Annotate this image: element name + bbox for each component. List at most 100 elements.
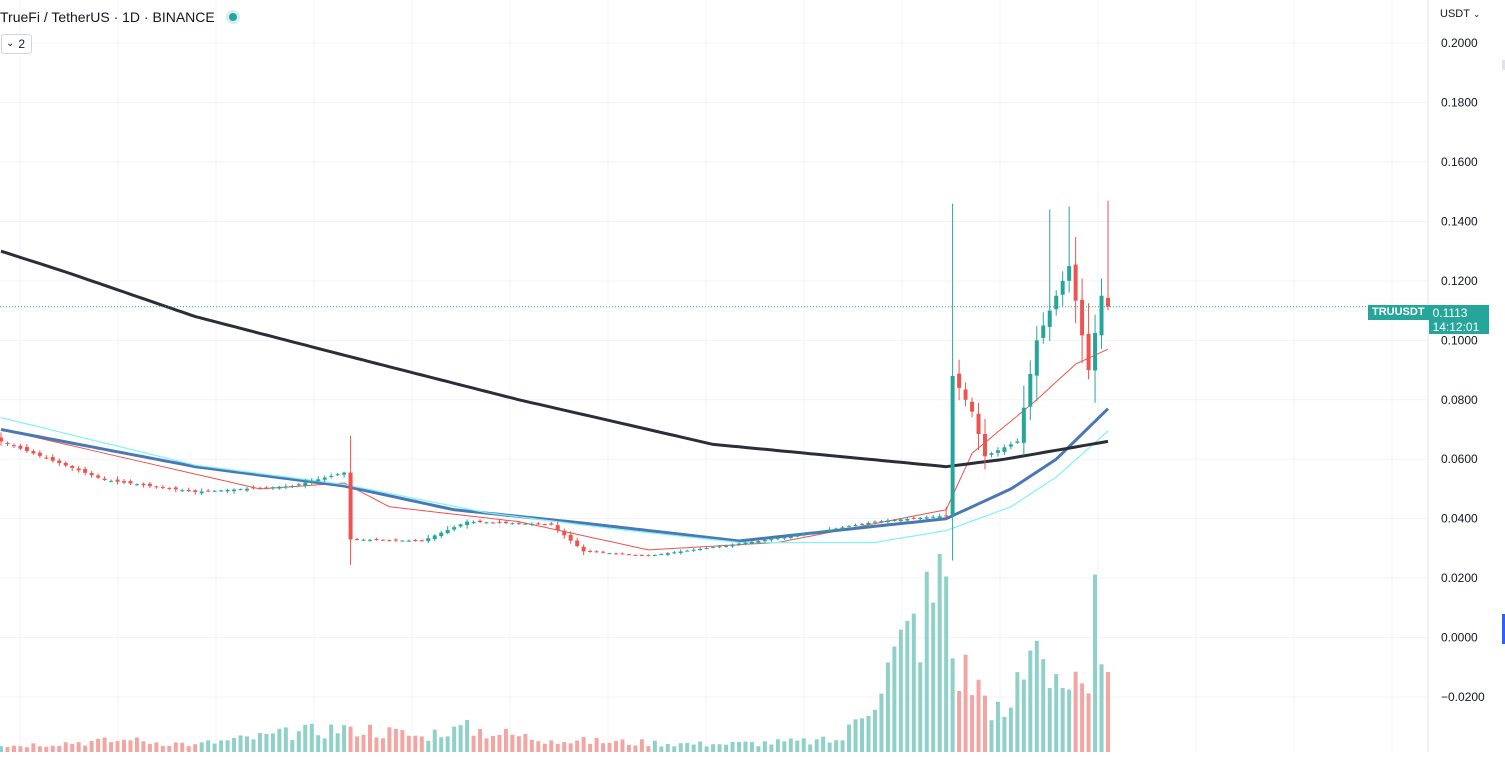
candle-body-166	[1073, 264, 1078, 301]
candle-body-82	[529, 523, 534, 525]
candle-body-124	[801, 534, 806, 536]
candle-body-1	[5, 443, 10, 445]
volume-bar-119	[769, 744, 774, 752]
candle-body-28	[180, 490, 185, 492]
volume-bar-124	[801, 738, 806, 752]
symbol-title[interactable]: TrueFi / TetherUS · 1D · BINANCE	[0, 9, 215, 25]
volume-bar-111	[717, 744, 722, 752]
volume-bar-26	[167, 745, 172, 752]
candle-body-86	[555, 525, 560, 530]
volume-bar-121	[782, 741, 787, 752]
volume-bar-12	[76, 742, 81, 752]
volume-bar-140	[905, 620, 910, 752]
candle-body-13	[83, 469, 88, 473]
volume-bar-166	[1073, 671, 1078, 752]
volume-bar-105	[678, 743, 683, 752]
candle-body-115	[743, 542, 748, 545]
candle-body-158	[1021, 407, 1026, 443]
volume-bar-54	[348, 726, 353, 752]
candle-body-33	[212, 490, 217, 492]
candle-body-123	[795, 535, 800, 537]
volume-bar-72	[465, 719, 470, 752]
candle-body-142	[918, 517, 923, 520]
volume-bar-55	[355, 736, 360, 752]
price-axis[interactable]: 0.2000 0.1800 0.1600 0.1400 0.1200 0.1000 0.08…	[1441, 36, 1485, 704]
volume-bar-58	[374, 737, 379, 752]
candle-body-169	[1093, 332, 1098, 371]
pane-separator-handle[interactable]	[1502, 614, 1505, 644]
candle-body-19	[122, 481, 126, 483]
candle-body-81	[523, 523, 528, 525]
candle-body-87	[562, 530, 567, 536]
volume-bar-84	[542, 743, 547, 752]
volume-bar-162	[1047, 688, 1052, 752]
candle-body-85	[549, 523, 554, 525]
candle-body-101	[652, 554, 657, 556]
price-tick-label: 0.0800	[1441, 393, 1478, 407]
candle-body-129	[834, 528, 839, 530]
volume-bar-37	[238, 735, 243, 752]
volume-bar-34	[219, 740, 224, 752]
volume-bar-42	[270, 733, 275, 752]
candle-body-143	[924, 517, 929, 519]
candle-body-14	[89, 472, 94, 476]
volume-bar-4	[24, 747, 29, 752]
volume-bar-131	[847, 724, 852, 752]
candle-body-108	[698, 548, 703, 551]
ma-line-0	[0, 348, 1109, 551]
candle-body-103	[665, 553, 670, 555]
candle-body-104	[672, 552, 677, 554]
volume-bar-156	[1008, 707, 1013, 752]
candle-body-120	[775, 538, 780, 540]
candle-body-37	[238, 489, 243, 491]
currency-selector[interactable]: USDT ⌄	[1440, 8, 1480, 20]
volume-bar-132	[853, 719, 858, 752]
ma-line-3	[0, 249, 1109, 469]
candle-body-3	[18, 445, 23, 449]
volume-bar-104	[672, 746, 677, 752]
volume-bar-33	[212, 743, 217, 752]
indicators-toggle-button[interactable]: ⌄ 2	[1, 34, 33, 54]
volume-bar-21	[134, 737, 139, 752]
candle-body-90	[581, 546, 586, 552]
volume-bar-150	[970, 695, 975, 752]
candle-body-17	[109, 480, 114, 482]
volume-bar-25	[160, 746, 165, 752]
symbol-header[interactable]: TrueFi / TetherUS · 1D · BINANCE	[0, 9, 237, 25]
last-price-value: 0.1113	[1432, 305, 1468, 320]
candle-body-46	[296, 484, 301, 486]
candle-body-152	[983, 433, 987, 457]
candle-body-52	[335, 474, 340, 476]
volume-bar-56	[361, 734, 366, 752]
candle-body-155	[1002, 447, 1007, 452]
candle-body-2	[11, 445, 16, 447]
candle-body-71	[458, 524, 463, 527]
volume-bar-100	[646, 746, 651, 752]
candle-body-63	[406, 540, 411, 542]
candle-body-127	[821, 530, 826, 532]
candle-body-30	[193, 490, 198, 492]
candle-body-75	[484, 522, 489, 524]
volume-bar-139	[898, 629, 903, 752]
candle-body-40	[257, 487, 262, 489]
volume-bar-135	[872, 709, 877, 752]
indicator-count: 2	[18, 37, 26, 51]
volume-bar-5	[31, 743, 36, 752]
volume-bar-83	[536, 741, 541, 752]
volume-bar-115	[743, 741, 748, 752]
volume-bar-155	[1002, 716, 1007, 752]
candle-body-0	[0, 437, 3, 442]
candle-body-47	[303, 482, 308, 486]
candle-body-50	[322, 477, 327, 480]
volume-bar-77	[497, 734, 502, 752]
candle-body-134	[866, 522, 871, 525]
candle-body-132	[853, 525, 858, 527]
candle-body-22	[141, 483, 146, 486]
volume-bars	[0, 553, 1110, 752]
chevron-down-icon: ⌄	[1472, 9, 1481, 19]
scroll-marker	[1502, 60, 1505, 70]
candle-body-162	[1047, 310, 1052, 327]
volume-bar-59	[380, 738, 385, 752]
